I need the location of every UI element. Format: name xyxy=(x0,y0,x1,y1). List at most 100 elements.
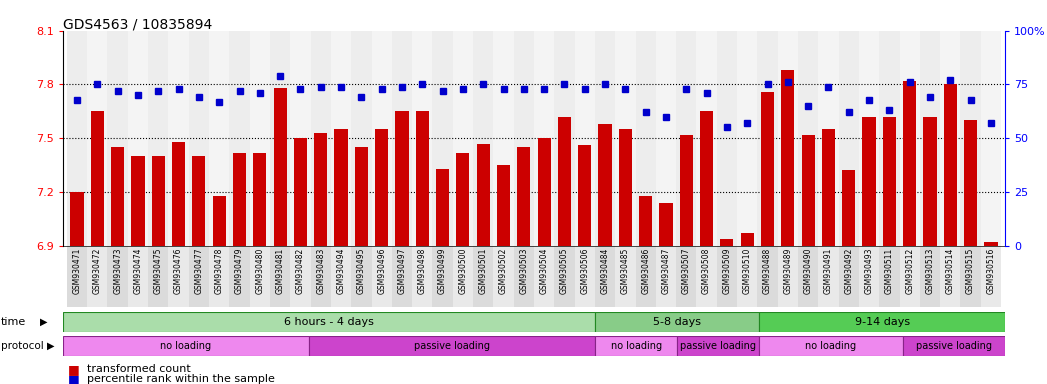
Text: GSM930493: GSM930493 xyxy=(865,248,873,294)
Bar xyxy=(108,246,128,307)
Bar xyxy=(737,246,757,307)
Bar xyxy=(351,246,372,307)
Text: GDS4563 / 10835894: GDS4563 / 10835894 xyxy=(63,17,213,31)
Bar xyxy=(270,31,290,246)
Text: passive loading: passive loading xyxy=(916,341,992,351)
Bar xyxy=(595,246,616,307)
Bar xyxy=(923,117,937,246)
Text: GSM930475: GSM930475 xyxy=(154,248,162,294)
Bar xyxy=(188,246,209,307)
Text: transformed count: transformed count xyxy=(87,364,191,374)
Bar xyxy=(193,156,205,246)
Bar xyxy=(290,246,311,307)
Bar xyxy=(372,246,392,307)
Bar xyxy=(717,246,737,307)
Text: percentile rank within the sample: percentile rank within the sample xyxy=(87,374,274,384)
Text: GSM930490: GSM930490 xyxy=(804,248,812,294)
Bar xyxy=(781,70,795,246)
Bar xyxy=(537,138,551,246)
Bar xyxy=(229,246,249,307)
Bar xyxy=(355,147,367,246)
Bar xyxy=(148,246,169,307)
Text: GSM930514: GSM930514 xyxy=(945,248,955,294)
Text: 6 hours - 4 days: 6 hours - 4 days xyxy=(284,317,374,327)
Bar xyxy=(899,246,920,307)
Text: GSM930481: GSM930481 xyxy=(275,248,285,294)
Bar xyxy=(696,31,717,246)
Bar xyxy=(839,31,859,246)
Text: GSM930509: GSM930509 xyxy=(722,248,732,294)
Bar xyxy=(904,81,916,246)
Bar xyxy=(172,142,185,246)
Bar xyxy=(883,117,896,246)
Bar xyxy=(63,312,596,332)
Bar xyxy=(680,135,693,246)
Text: GSM930506: GSM930506 xyxy=(580,248,589,294)
Bar xyxy=(879,31,899,246)
Bar xyxy=(740,233,754,246)
Text: GSM930485: GSM930485 xyxy=(621,248,630,294)
Bar xyxy=(413,246,432,307)
Text: GSM930513: GSM930513 xyxy=(926,248,935,294)
Text: GSM930474: GSM930474 xyxy=(133,248,142,294)
Bar xyxy=(943,84,957,246)
Bar xyxy=(696,246,717,307)
Bar xyxy=(67,246,87,307)
Bar xyxy=(232,152,246,246)
Bar xyxy=(514,246,534,307)
Bar xyxy=(432,246,452,307)
Bar xyxy=(416,111,429,246)
Text: GSM930501: GSM930501 xyxy=(478,248,488,294)
Bar xyxy=(169,31,188,246)
Text: GSM930482: GSM930482 xyxy=(296,248,305,294)
Bar xyxy=(616,31,636,246)
Text: ▶: ▶ xyxy=(47,341,54,351)
Bar xyxy=(578,146,592,246)
Bar xyxy=(842,170,855,246)
Bar xyxy=(899,31,920,246)
Bar xyxy=(599,124,611,246)
Bar xyxy=(859,246,879,307)
Bar xyxy=(452,246,473,307)
Bar xyxy=(575,246,595,307)
Bar xyxy=(677,336,759,356)
Bar xyxy=(859,31,879,246)
Text: GSM930512: GSM930512 xyxy=(906,248,914,294)
Bar xyxy=(534,31,554,246)
Bar xyxy=(311,246,331,307)
Bar xyxy=(940,246,960,307)
Bar xyxy=(802,135,815,246)
Text: GSM930478: GSM930478 xyxy=(215,248,224,294)
Text: GSM930504: GSM930504 xyxy=(539,248,549,294)
Bar xyxy=(759,336,903,356)
Bar xyxy=(456,152,469,246)
Bar xyxy=(311,31,331,246)
Bar xyxy=(960,246,981,307)
Bar xyxy=(87,31,108,246)
Bar xyxy=(493,246,514,307)
Bar xyxy=(188,31,209,246)
Text: ■: ■ xyxy=(68,363,80,376)
Text: 9-14 days: 9-14 days xyxy=(854,317,910,327)
Bar xyxy=(596,312,759,332)
Text: ■: ■ xyxy=(68,373,80,384)
Text: GSM930472: GSM930472 xyxy=(93,248,102,294)
Bar xyxy=(655,246,676,307)
Bar xyxy=(108,31,128,246)
Text: GSM930499: GSM930499 xyxy=(438,248,447,294)
Bar xyxy=(375,129,388,246)
Bar xyxy=(67,31,87,246)
Bar xyxy=(720,238,734,246)
Bar xyxy=(514,31,534,246)
Text: no loading: no loading xyxy=(160,341,211,351)
Text: GSM930494: GSM930494 xyxy=(336,248,346,294)
Bar xyxy=(903,336,1005,356)
Bar xyxy=(619,129,632,246)
Bar xyxy=(981,246,1001,307)
Text: no loading: no loading xyxy=(610,341,662,351)
Bar xyxy=(497,165,510,246)
Bar xyxy=(778,246,798,307)
Bar xyxy=(314,133,328,246)
Bar xyxy=(91,111,104,246)
Bar xyxy=(87,246,108,307)
